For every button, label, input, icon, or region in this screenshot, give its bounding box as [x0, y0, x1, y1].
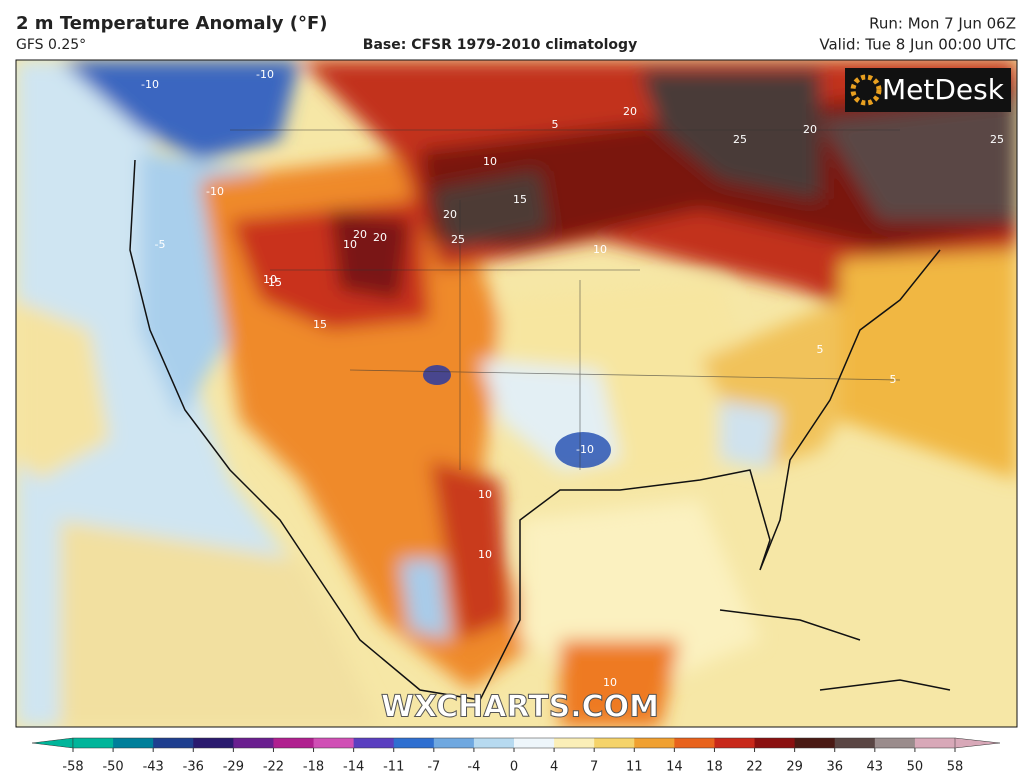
colorbar-extend — [954, 737, 1001, 749]
colorbar-segment — [554, 738, 595, 748]
colorbar-segment — [273, 738, 315, 748]
contour-label: 10 — [483, 155, 497, 168]
contour-label: -10 — [141, 78, 159, 91]
colorbar-tick-label: 43 — [867, 760, 884, 775]
contour-label: 10 — [343, 238, 357, 251]
colorbar-segment — [514, 738, 555, 748]
contour-label: 15 — [513, 193, 527, 206]
contour-label: -5 — [155, 238, 166, 251]
colorbar-tick-label: 0 — [510, 760, 518, 775]
colorbar-segment — [113, 738, 154, 748]
base: Base: CFSR 1979-2010 climatology — [363, 37, 637, 53]
colorbar-segment — [353, 738, 395, 748]
contour-label: 5 — [890, 373, 897, 386]
contour-label: 20 — [803, 123, 817, 136]
title: 2 m Temperature Anomaly (°F) — [16, 13, 327, 34]
colorbar-tick-label: 50 — [907, 760, 924, 775]
colorbar-segment — [393, 738, 435, 748]
cold-spot — [555, 432, 611, 468]
colorbar-segment — [634, 738, 675, 748]
colorbar-segment — [193, 738, 234, 748]
colorbar-segment — [594, 738, 635, 748]
logo: MetDesk — [882, 73, 1005, 106]
colorbar-tick-label: 14 — [666, 760, 683, 775]
borders — [230, 129, 901, 470]
colorbar-tick-label: -58 — [62, 760, 83, 775]
colorbar-tick-label: -18 — [303, 760, 324, 775]
contour-label: 25 — [451, 233, 465, 246]
model: GFS 0.25° — [16, 37, 86, 53]
colorbar-tick-label: -36 — [183, 760, 204, 775]
colorbar-tick-label: 36 — [826, 760, 843, 775]
contour-label: 10 — [603, 676, 617, 689]
colorbar-segment — [834, 738, 876, 748]
contour-label: 10 — [593, 243, 607, 256]
contour-label: 5 — [552, 118, 559, 131]
logo-box — [845, 68, 1011, 112]
contour-label: 20 — [373, 231, 387, 244]
cold-spot — [423, 365, 451, 385]
colorbar-segment — [874, 738, 916, 748]
colorbar-tick-label: 22 — [746, 760, 763, 775]
contour-label: 10 — [478, 548, 492, 561]
colorbar-segment — [73, 738, 114, 748]
colorbar-segment — [433, 738, 475, 748]
colorbar-segment — [794, 738, 836, 748]
contour-label: 15 — [313, 318, 327, 331]
colorbar-tick-label: 58 — [947, 760, 964, 775]
contour-label: 10 — [478, 488, 492, 501]
colorbar-tick-label: -43 — [143, 760, 164, 775]
contour-label: 20 — [353, 228, 367, 241]
colorbar-tick-label: -4 — [467, 760, 480, 775]
contour-label: -10 — [256, 68, 274, 81]
colorbar-tick-label: -7 — [427, 760, 440, 775]
colorbar-segment — [754, 738, 796, 748]
colorbar-segment — [714, 738, 756, 748]
colorbar-segment — [153, 738, 194, 748]
contour-label: -10 — [576, 443, 594, 456]
run: Run: Mon 7 Jun 06Z — [869, 15, 1016, 33]
contour-label: 20 — [443, 208, 457, 221]
colorbar-tick-label: -22 — [263, 760, 284, 775]
watermark: WXCHARTS.COM — [381, 690, 659, 725]
contour-label: 10 — [263, 273, 277, 286]
colorbar: -58 -50 -43 -36 -29 -22 -18 -14 -11 -7 -4 0 4 7 11 14 18… — [31, 737, 1001, 775]
coastline — [129, 159, 941, 701]
colorbar-segment — [233, 738, 274, 748]
colorbar-segment — [914, 738, 956, 748]
colorbar-tick-label: 18 — [706, 760, 723, 775]
colorbar-segment — [473, 738, 515, 748]
colorbar-tick-label: 11 — [626, 760, 643, 775]
contour-label: 25 — [733, 133, 747, 146]
colorbar-tick-label: -29 — [223, 760, 244, 775]
contour-label: 20 — [623, 105, 637, 118]
contour-label: 5 — [817, 343, 824, 356]
islands — [719, 609, 951, 691]
map-frame — [15, 59, 1018, 728]
contour-label: 25 — [990, 133, 1004, 146]
logo-icon — [850, 74, 882, 106]
colorbar-tick-label: 4 — [550, 760, 558, 775]
colorbar-segment — [674, 738, 715, 748]
colorbar-extend — [31, 737, 74, 749]
colorbar-tick-label: -50 — [102, 760, 123, 775]
contour-label: -10 — [206, 185, 224, 198]
colorbar-segment — [313, 738, 355, 748]
contour-label: 15 — [268, 276, 282, 289]
valid: Valid: Tue 8 Jun 00:00 UTC — [819, 36, 1016, 54]
colorbar-tick-label: 29 — [786, 760, 803, 775]
colorbar-tick-label: 7 — [590, 760, 598, 775]
colorbar-tick-label: -14 — [343, 760, 364, 775]
colorbar-tick-label: -11 — [383, 760, 404, 775]
